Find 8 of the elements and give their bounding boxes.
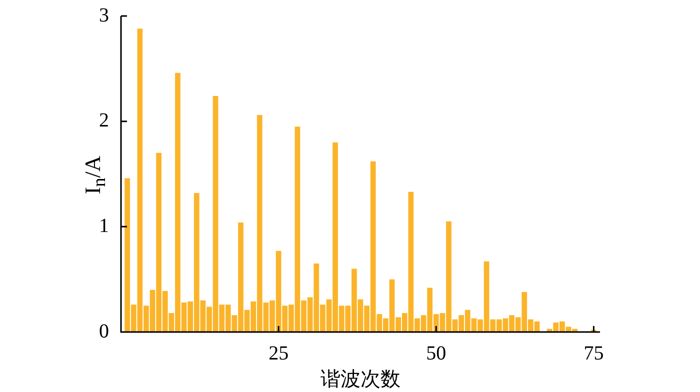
y-tick-label: 0 xyxy=(99,320,109,342)
x-tick-label: 75 xyxy=(584,342,604,364)
y-tick-label: 3 xyxy=(99,4,109,26)
y-tick-label: 2 xyxy=(99,110,109,132)
x-axis-title: 谐波次数 xyxy=(320,368,400,390)
x-tick-label: 50 xyxy=(426,342,446,364)
x-tick-label: 25 xyxy=(268,342,289,364)
y-tick-label: 1 xyxy=(99,214,109,237)
